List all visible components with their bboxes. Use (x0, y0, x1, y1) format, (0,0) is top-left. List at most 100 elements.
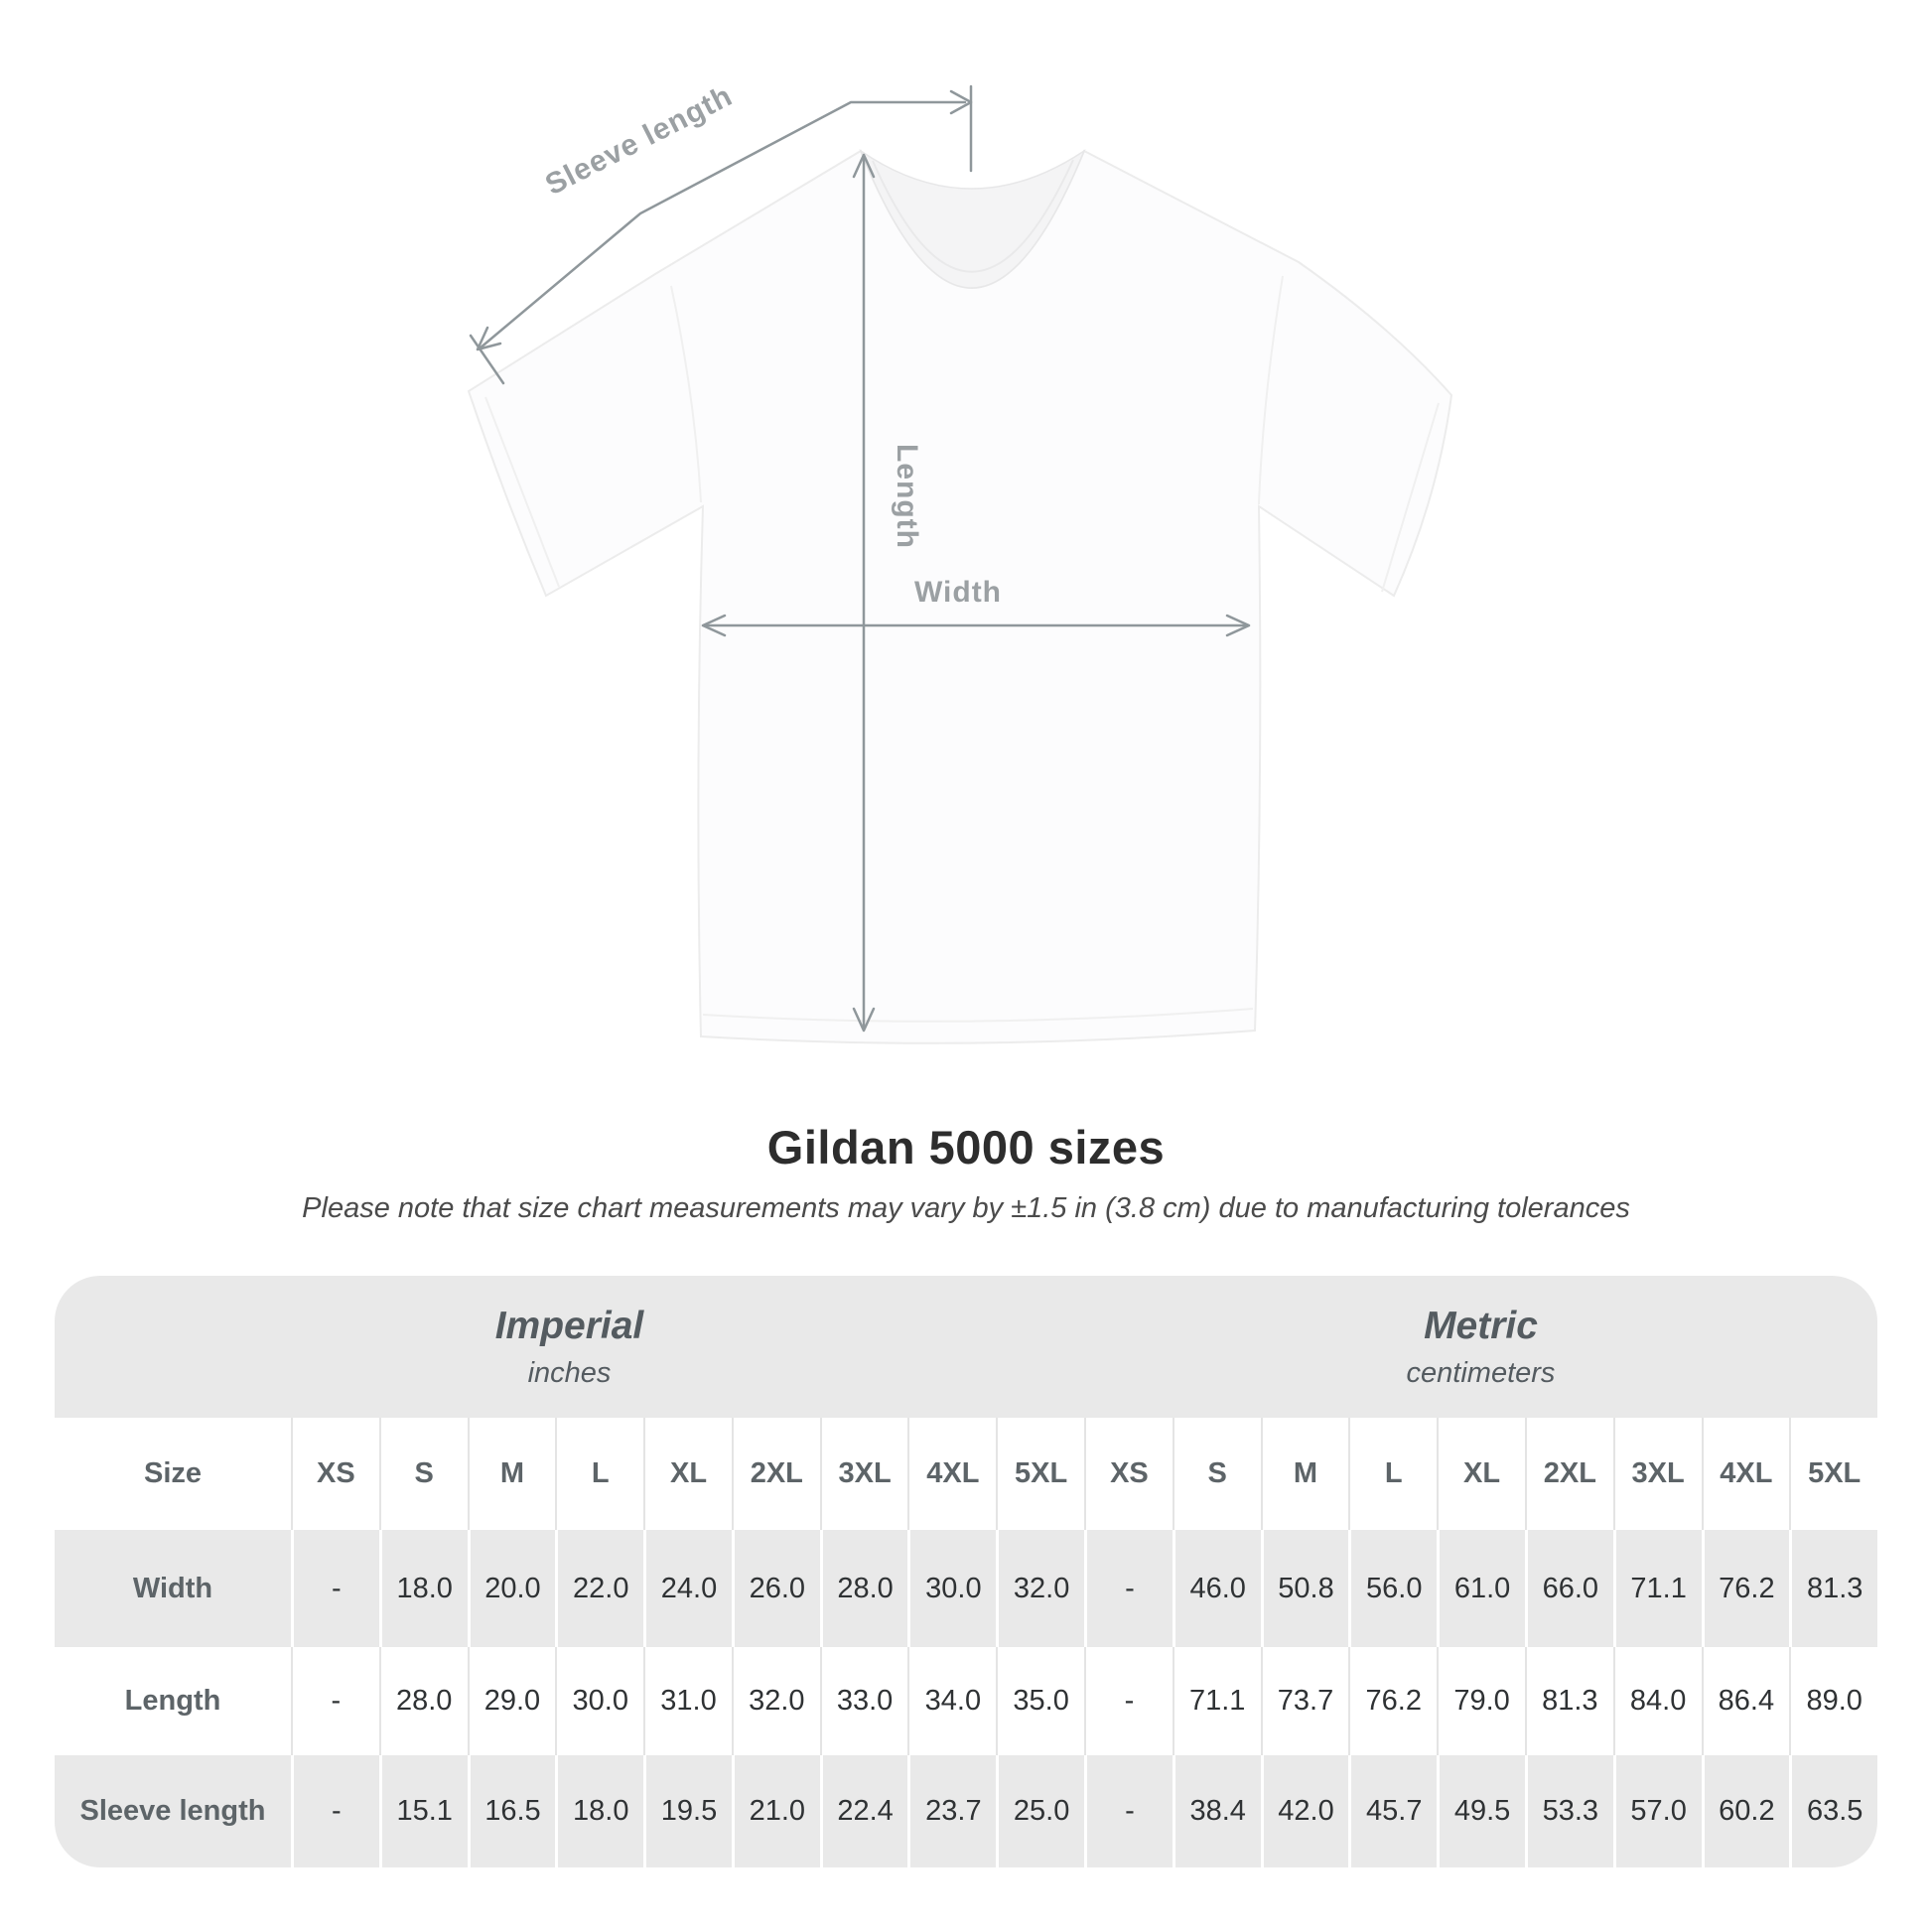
col-metric-m: M (1260, 1418, 1349, 1530)
imperial-title: Imperial (494, 1304, 644, 1347)
metric-unit: centimeters (1406, 1356, 1556, 1389)
length-metric-l: 76.2 (1348, 1647, 1437, 1755)
width-imperial-4xl: 30.0 (907, 1530, 996, 1647)
col-imperial-l: L (555, 1418, 643, 1530)
sleeve-length-measure-line (469, 84, 973, 385)
size-header-row: Size XS S M L XL 2XL 3XL 4XL 5XL XS S M … (55, 1418, 1877, 1530)
sleeve-metric-5xl: 63.5 (1789, 1755, 1877, 1867)
sleeve-imperial-2xl: 21.0 (731, 1755, 820, 1867)
sleeve-length-annotation-label: Sleeve length (540, 79, 738, 202)
col-imperial-m: M (467, 1418, 556, 1530)
col-imperial-xs: XS (291, 1418, 379, 1530)
sleeve-imperial-m: 16.5 (467, 1755, 556, 1867)
col-metric-2xl: 2XL (1524, 1418, 1613, 1530)
length-metric-m: 73.7 (1260, 1647, 1349, 1755)
col-imperial-4xl: 4XL (907, 1418, 996, 1530)
col-imperial-xl: XL (643, 1418, 732, 1530)
sleeve-imperial-l: 18.0 (555, 1755, 643, 1867)
length-metric-xl: 79.0 (1437, 1647, 1525, 1755)
col-metric-xl: XL (1437, 1418, 1525, 1530)
width-metric-s: 46.0 (1172, 1530, 1261, 1647)
unit-header-row: Imperial inches Metric centimeters (55, 1276, 1877, 1418)
length-imperial-2xl: 32.0 (731, 1647, 820, 1755)
width-metric-l: 56.0 (1348, 1530, 1437, 1647)
width-imperial-s: 18.0 (378, 1530, 468, 1647)
size-chart-table: Imperial inches Metric centimeters Size … (55, 1276, 1877, 1867)
col-imperial-s: S (378, 1418, 468, 1530)
width-metric-3xl: 71.1 (1612, 1530, 1702, 1647)
width-metric-2xl: 66.0 (1524, 1530, 1613, 1647)
width-imperial-l: 22.0 (555, 1530, 643, 1647)
length-imperial-xl: 31.0 (643, 1647, 732, 1755)
width-row-label: Width (132, 1572, 213, 1604)
length-imperial-s: 28.0 (378, 1647, 468, 1755)
sleeve-imperial-4xl: 23.7 (907, 1755, 996, 1867)
sleeve-metric-3xl: 57.0 (1612, 1755, 1702, 1867)
width-imperial-3xl: 28.0 (819, 1530, 908, 1647)
col-metric-4xl: 4XL (1701, 1418, 1790, 1530)
length-imperial-4xl: 34.0 (907, 1647, 996, 1755)
width-metric-4xl: 76.2 (1701, 1530, 1790, 1647)
length-metric-4xl: 86.4 (1701, 1647, 1790, 1755)
sleeve-metric-xs: - (1084, 1755, 1173, 1867)
page-title: Gildan 5000 sizes (766, 1121, 1166, 1173)
tshirt-illustration (467, 148, 1453, 1044)
length-row: Length - 28.0 29.0 30.0 31.0 32.0 33.0 3… (55, 1647, 1877, 1755)
metric-unit-header: Metric centimeters (1084, 1276, 1877, 1418)
size-header-label: Size (143, 1457, 203, 1489)
metric-title: Metric (1424, 1304, 1538, 1347)
sleeve-imperial-xl: 19.5 (643, 1755, 732, 1867)
col-metric-l: L (1348, 1418, 1437, 1530)
sleeve-metric-s: 38.4 (1172, 1755, 1261, 1867)
width-metric-m: 50.8 (1260, 1530, 1349, 1647)
width-imperial-xl: 24.0 (643, 1530, 732, 1647)
width-metric-5xl: 81.3 (1789, 1530, 1877, 1647)
tshirt-measurement-diagram: Sleeve length Length Width (467, 79, 1453, 1044)
sleeve-imperial-3xl: 22.4 (819, 1755, 908, 1867)
length-imperial-l: 30.0 (555, 1647, 643, 1755)
width-imperial-xs: - (291, 1530, 379, 1647)
length-metric-3xl: 84.0 (1612, 1647, 1702, 1755)
width-imperial-m: 20.0 (467, 1530, 556, 1647)
length-imperial-5xl: 35.0 (996, 1647, 1084, 1755)
length-imperial-m: 29.0 (467, 1647, 556, 1755)
width-measure-line (701, 614, 1251, 637)
length-metric-2xl: 81.3 (1524, 1647, 1613, 1755)
length-metric-5xl: 89.0 (1789, 1647, 1877, 1755)
col-metric-s: S (1172, 1418, 1261, 1530)
width-metric-xl: 61.0 (1437, 1530, 1525, 1647)
width-metric-xs: - (1084, 1530, 1173, 1647)
length-metric-xs: - (1084, 1647, 1173, 1755)
sleeve-metric-l: 45.7 (1348, 1755, 1437, 1867)
col-imperial-2xl: 2XL (731, 1418, 820, 1530)
title-block: Gildan 5000 sizes Please note that size … (0, 1120, 1932, 1225)
col-metric-xs: XS (1084, 1418, 1173, 1530)
width-annotation-label: Width (914, 576, 1002, 609)
width-row: Width - 18.0 20.0 22.0 24.0 26.0 28.0 30… (55, 1530, 1877, 1647)
sleeve-imperial-s: 15.1 (378, 1755, 468, 1867)
col-metric-3xl: 3XL (1612, 1418, 1702, 1530)
col-metric-5xl: 5XL (1789, 1418, 1877, 1530)
sleeve-imperial-5xl: 25.0 (996, 1755, 1084, 1867)
sleeve-metric-2xl: 53.3 (1524, 1755, 1613, 1867)
sleeve-length-row: Sleeve length - 15.1 16.5 18.0 19.5 21.0… (55, 1755, 1877, 1867)
length-row-label: Length (124, 1685, 221, 1717)
sleeve-metric-m: 42.0 (1260, 1755, 1349, 1867)
length-annotation-label: Length (891, 444, 923, 549)
imperial-unit: inches (527, 1356, 612, 1389)
length-measure-line (852, 153, 876, 1033)
sleeve-metric-4xl: 60.2 (1701, 1755, 1790, 1867)
col-imperial-5xl: 5XL (996, 1418, 1084, 1530)
sleeve-imperial-xs: - (291, 1755, 379, 1867)
length-imperial-3xl: 33.0 (819, 1647, 908, 1755)
imperial-unit-header: Imperial inches (55, 1276, 1084, 1418)
width-imperial-5xl: 32.0 (996, 1530, 1084, 1647)
length-imperial-xs: - (291, 1647, 379, 1755)
sleeve-metric-xl: 49.5 (1437, 1755, 1525, 1867)
col-imperial-3xl: 3XL (819, 1418, 908, 1530)
length-metric-s: 71.1 (1172, 1647, 1261, 1755)
width-imperial-2xl: 26.0 (731, 1530, 820, 1647)
tolerance-note: Please note that size chart measurements… (302, 1192, 1630, 1224)
collar (859, 148, 1086, 289)
sleeve-row-label: Sleeve length (79, 1795, 266, 1827)
